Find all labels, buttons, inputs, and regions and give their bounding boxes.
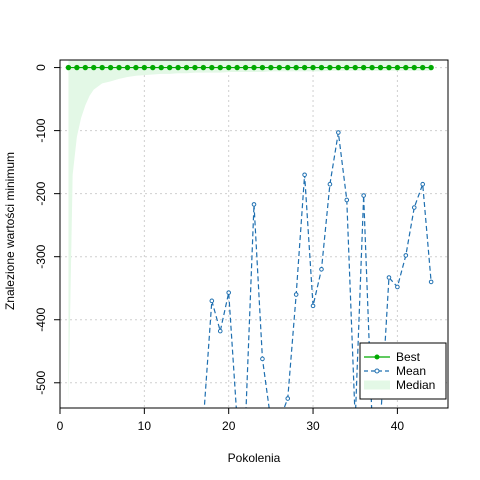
legend-best-label: Best — [396, 350, 421, 364]
mean-point — [344, 197, 350, 203]
y-tick-label: 0 — [34, 64, 48, 71]
y-tick-label: -400 — [34, 307, 48, 331]
mean-point — [386, 275, 392, 280]
best-point — [394, 64, 401, 71]
best-point — [386, 64, 392, 71]
y-tick-label: -500 — [34, 370, 48, 394]
best-point — [124, 64, 131, 71]
best-point — [377, 64, 384, 71]
best-point — [65, 64, 72, 71]
mean-point — [336, 130, 341, 135]
best-point — [360, 64, 367, 71]
best-point — [192, 64, 198, 71]
best-point — [403, 64, 409, 71]
best-point — [242, 64, 249, 71]
best-point — [217, 64, 223, 71]
mean-point — [411, 205, 417, 210]
best-point — [141, 64, 148, 71]
mean-point — [251, 202, 257, 207]
legend-mean-label: Mean — [396, 364, 426, 378]
y-tick-label: -100 — [34, 118, 48, 142]
legend-best-marker — [374, 354, 380, 360]
best-point — [301, 64, 308, 71]
best-point — [234, 64, 240, 71]
mean-point — [361, 193, 366, 198]
best-point — [285, 64, 291, 71]
best-point — [251, 64, 257, 71]
best-point — [310, 64, 316, 71]
mean-point — [403, 253, 409, 258]
best-point — [175, 64, 181, 71]
best-point — [74, 64, 80, 71]
best-point — [158, 64, 164, 71]
legend-mean-marker — [374, 368, 380, 374]
best-point — [150, 64, 156, 71]
x-tick-label: 30 — [306, 419, 320, 433]
x-axis-title: Pokolenia — [228, 451, 281, 465]
best-point — [209, 64, 215, 71]
best-point — [107, 64, 114, 71]
x-tick-label: 40 — [391, 419, 405, 433]
best-point — [183, 64, 190, 71]
mean-point — [285, 396, 291, 401]
y-axis: 0 -100 -200 -300 -400 -500 — [34, 64, 60, 395]
mean-point — [209, 298, 215, 304]
best-point — [82, 64, 89, 71]
best-point — [352, 64, 358, 71]
best-point — [116, 64, 122, 71]
mean-point — [420, 181, 425, 187]
best-point — [327, 64, 333, 71]
best-point — [259, 64, 266, 71]
mean-point — [293, 292, 299, 297]
best-point — [428, 64, 434, 71]
y-axis-title: Znalezione wartości minimum — [3, 152, 17, 310]
best-point — [99, 64, 105, 71]
best-point — [293, 64, 299, 71]
x-axis: 0 10 20 30 40 — [57, 408, 405, 433]
best-point — [318, 64, 325, 71]
x-tick-label: 10 — [138, 419, 152, 433]
best-point — [200, 64, 207, 71]
best-point — [91, 64, 97, 71]
mean-point — [395, 284, 400, 290]
best-point — [369, 64, 375, 71]
mean-point — [302, 172, 307, 178]
best-point — [276, 64, 283, 71]
y-tick-label: -300 — [34, 244, 48, 268]
mean-point — [428, 279, 434, 285]
series-layer — [65, 64, 434, 408]
best-point — [166, 64, 173, 71]
mean-point — [310, 303, 316, 309]
best-point — [225, 64, 232, 71]
y-tick-label: -200 — [34, 181, 48, 205]
best-point — [411, 64, 417, 71]
mean-point — [260, 356, 265, 362]
best-point — [335, 64, 342, 71]
best-point — [344, 64, 350, 71]
x-tick-label: 20 — [222, 419, 236, 433]
plot-border — [59, 59, 449, 409]
mean-point — [226, 290, 231, 295]
mean-point — [327, 181, 333, 187]
mean-point — [217, 328, 223, 334]
x-tick-label: 0 — [57, 419, 64, 433]
best-point — [268, 64, 274, 71]
best-point — [419, 64, 426, 71]
legend-median-label: Median — [396, 378, 435, 392]
best-point — [133, 64, 139, 71]
mean-point — [319, 267, 324, 272]
